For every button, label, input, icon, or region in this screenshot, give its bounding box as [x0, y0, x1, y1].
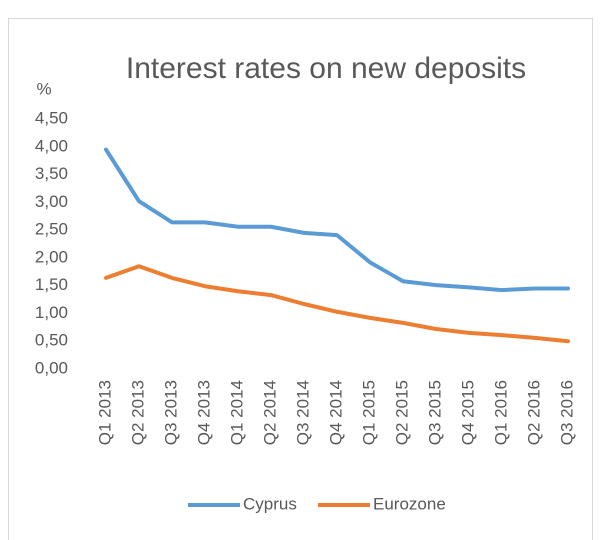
x-tick-label: Q2 2016 [524, 380, 543, 445]
y-tick-label: 4,00 [35, 136, 68, 155]
x-tick-label: Q3 2015 [425, 380, 444, 445]
x-tick-label: Q4 2014 [326, 380, 345, 445]
x-tick-label: Q3 2014 [293, 380, 312, 445]
y-tick-label: 2,50 [35, 220, 68, 239]
y-tick-label: 2,00 [35, 247, 68, 266]
x-tick-label: Q2 2015 [392, 380, 411, 445]
line [104, 147, 570, 293]
y-tick-label: 1,50 [35, 275, 68, 294]
x-tick-label: Q3 2013 [161, 380, 180, 445]
x-tick-label: Q2 2013 [128, 380, 147, 445]
x-tick-label: Q1 2015 [359, 380, 378, 445]
y-axis-label: % [36, 79, 51, 98]
legend-label: Cyprus [243, 494, 297, 513]
y-tick-label: 0,50 [35, 331, 68, 350]
x-tick-label: Q3 2016 [557, 380, 576, 445]
x-tick-label: Q1 2013 [95, 380, 114, 445]
legend-label: Eurozone [373, 494, 446, 513]
y-tick-label: 3,50 [35, 164, 68, 183]
chart-title: Interest rates on new deposits [126, 52, 526, 85]
y-tick-label: 3,00 [35, 192, 68, 211]
y-tick-label: 1,00 [35, 303, 68, 322]
line [104, 264, 570, 344]
y-tick-label: 4,50 [35, 108, 68, 127]
chart-border [8, 18, 593, 540]
x-tick-label: Q4 2013 [194, 380, 213, 445]
x-tick-label: Q1 2016 [491, 380, 510, 445]
x-tick-label: Q2 2014 [260, 380, 279, 445]
x-tick-label: Q4 2015 [458, 380, 477, 445]
y-tick-label: 0,00 [35, 358, 68, 377]
x-tick-label: Q1 2014 [227, 380, 246, 445]
